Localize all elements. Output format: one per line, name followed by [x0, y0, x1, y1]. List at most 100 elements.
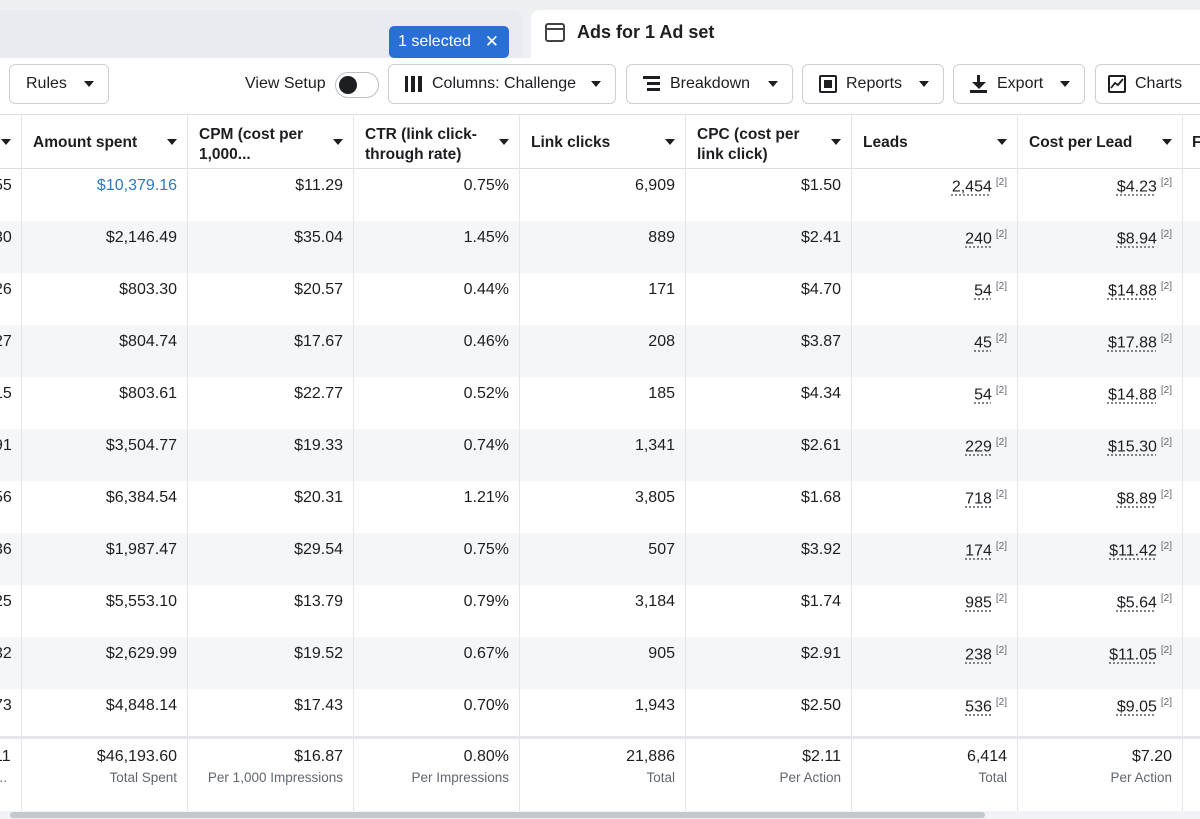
chevron-down-icon [1060, 81, 1070, 87]
column-header-next[interactable]: F [1182, 115, 1200, 169]
table-row[interactable]: 36$1,987.47$29.540.75%507$3.92174[2]$11.… [0, 533, 1200, 585]
columns-label: Columns: Challenge [432, 75, 577, 92]
column-divider[interactable] [187, 114, 188, 811]
cost-per-lead-value-link[interactable]: $8.94 [1116, 230, 1157, 248]
total-amount-spent: $46,193.60 Total Spent [21, 739, 187, 811]
cell-link-clicks: 6,909 [634, 177, 675, 194]
column-header-cpm[interactable]: CPM (cost per 1,000... [187, 115, 353, 169]
total-value: $7.20 [1131, 748, 1172, 765]
cell-prev: 36 [0, 541, 12, 558]
column-divider[interactable] [519, 114, 520, 811]
cost-per-lead-value-link[interactable]: $11.05 [1109, 646, 1157, 664]
column-divider[interactable] [1017, 114, 1018, 811]
breakdown-button[interactable]: Breakdown [626, 64, 793, 104]
table-row[interactable]: 15$803.61$22.770.52%185$4.3454[2]$14.88[… [0, 377, 1200, 429]
rules-button[interactable]: Rules [9, 64, 109, 104]
table-row[interactable]: 91$3,504.77$19.330.74%1,341$2.61229[2]$1… [0, 429, 1200, 481]
column-header-label: Leads [863, 134, 908, 151]
charts-button[interactable]: Charts [1095, 64, 1200, 104]
footnote-marker: [2] [995, 333, 1007, 344]
sort-caret-icon[interactable] [665, 139, 675, 145]
leads-value-link[interactable]: 2,454 [951, 178, 992, 196]
cell-cpm: $17.43 [294, 697, 343, 714]
table-row[interactable]: 32$2,629.99$19.520.67%905$2.91238[2]$11.… [0, 637, 1200, 689]
export-button[interactable]: Export [953, 64, 1085, 104]
column-divider[interactable] [21, 114, 22, 811]
column-header-label: CPC (cost per link click) [697, 126, 800, 163]
leads-value-link[interactable]: 718 [965, 490, 992, 508]
cell-link-clicks: 3,184 [634, 593, 675, 610]
cell-amount-spent: $2,629.99 [105, 645, 177, 662]
column-header-cpc[interactable]: CPC (cost per link click) [685, 115, 851, 169]
table-row[interactable]: 30$2,146.49$35.041.45%889$2.41240[2]$8.9… [0, 221, 1200, 273]
table-row[interactable]: 27$804.74$17.670.46%208$3.8745[2]$17.88[… [0, 325, 1200, 377]
cost-per-lead-value-link[interactable]: $17.88 [1107, 334, 1157, 352]
selected-count-pill[interactable]: 1 selected ✕ [389, 26, 509, 58]
leads-value-link[interactable]: 985 [965, 594, 992, 612]
column-header-prev[interactable] [0, 115, 21, 169]
cost-per-lead-value-link[interactable]: $11.42 [1109, 542, 1157, 560]
footnote-marker: [2] [995, 385, 1007, 396]
table-row[interactable]: 26$803.30$20.570.44%171$4.7054[2]$14.88[… [0, 273, 1200, 325]
view-setup-toggle[interactable] [335, 72, 379, 98]
column-divider[interactable] [851, 114, 852, 811]
column-header-label: CPM (cost per 1,000... [199, 126, 304, 163]
cell-prev: 56 [0, 489, 12, 506]
cost-per-lead-value-link[interactable]: $4.23 [1116, 178, 1157, 196]
cell-leads: 229 [2] [851, 429, 1017, 481]
sort-caret-icon[interactable] [1162, 139, 1172, 145]
column-header-link-clicks[interactable]: Link clicks [519, 115, 685, 169]
table-row[interactable]: 55$10,379.16$11.290.75%6,909$1.502,454[2… [0, 169, 1200, 221]
table-row[interactable]: 56$6,384.54$20.311.21%3,805$1.68718[2]$8… [0, 481, 1200, 533]
scrollbar-thumb[interactable] [10, 812, 985, 818]
total-caption: Per Action [779, 770, 841, 785]
tab-campaigns-area[interactable]: 1 selected ✕ [0, 10, 522, 58]
leads-value-link[interactable]: 229 [965, 438, 992, 456]
column-divider[interactable] [1182, 114, 1183, 811]
total-value: $46,193.60 [96, 748, 177, 765]
leads-value-link[interactable]: 45 [974, 334, 992, 352]
sort-caret-icon[interactable] [333, 139, 343, 145]
cell-amount-spent[interactable]: $10,379.16 [96, 177, 177, 194]
sort-caret-icon[interactable] [1, 139, 11, 145]
leads-value-link[interactable]: 54 [974, 386, 992, 404]
leads-value-link[interactable]: 238 [965, 646, 992, 664]
sort-caret-icon[interactable] [167, 139, 177, 145]
cost-per-lead-value-link[interactable]: $9.05 [1116, 698, 1157, 716]
column-divider[interactable] [353, 114, 354, 811]
leads-value-link[interactable]: 240 [965, 230, 992, 248]
column-header-cost-per-lead[interactable]: Cost per Lead [1017, 115, 1182, 169]
cost-per-lead-value-link[interactable]: $15.30 [1107, 438, 1157, 456]
tab-ads[interactable]: Ads for 1 Ad set [531, 10, 1200, 58]
reports-icon [819, 75, 837, 93]
total-value: $2.11 [802, 748, 841, 765]
table-row[interactable]: 25$5,553.10$13.790.79%3,184$1.74985[2]$5… [0, 585, 1200, 637]
cell-amount-spent: $803.61 [119, 385, 177, 402]
table-row[interactable]: 73$4,848.14$17.430.70%1,943$2.50536[2]$9… [0, 689, 1200, 741]
columns-button[interactable]: Columns: Challenge [388, 64, 616, 104]
leads-value-link[interactable]: 536 [965, 698, 992, 716]
sort-caret-icon[interactable] [997, 139, 1007, 145]
horizontal-scrollbar[interactable] [0, 811, 1200, 819]
total-value: 21,886 [626, 748, 675, 765]
cell-cpm: $35.04 [294, 229, 343, 246]
cost-per-lead-value-link[interactable]: $5.64 [1116, 594, 1157, 612]
column-header-ctr[interactable]: CTR (link click-through rate) [353, 115, 519, 169]
footnote-marker: [2] [995, 697, 1007, 708]
cell-prev: 91 [0, 437, 12, 454]
sort-caret-icon[interactable] [831, 139, 841, 145]
sort-caret-icon[interactable] [499, 139, 509, 145]
column-header-amount-spent[interactable]: Amount spent [21, 115, 187, 169]
cost-per-lead-value-link[interactable]: $8.89 [1116, 490, 1157, 508]
reports-button[interactable]: Reports [802, 64, 944, 104]
cost-per-lead-value-link[interactable]: $14.88 [1107, 386, 1157, 404]
total-caption: Total [978, 770, 1007, 785]
column-divider[interactable] [685, 114, 686, 811]
column-header-leads[interactable]: Leads [851, 115, 1017, 169]
leads-value-link[interactable]: 54 [974, 282, 992, 300]
clear-selection-icon[interactable]: ✕ [484, 32, 499, 51]
cost-per-lead-value-link[interactable]: $14.88 [1107, 282, 1157, 300]
cell-link-clicks: 171 [648, 281, 675, 298]
leads-value-link[interactable]: 174 [965, 542, 992, 560]
footnote-marker: [2] [995, 437, 1007, 448]
